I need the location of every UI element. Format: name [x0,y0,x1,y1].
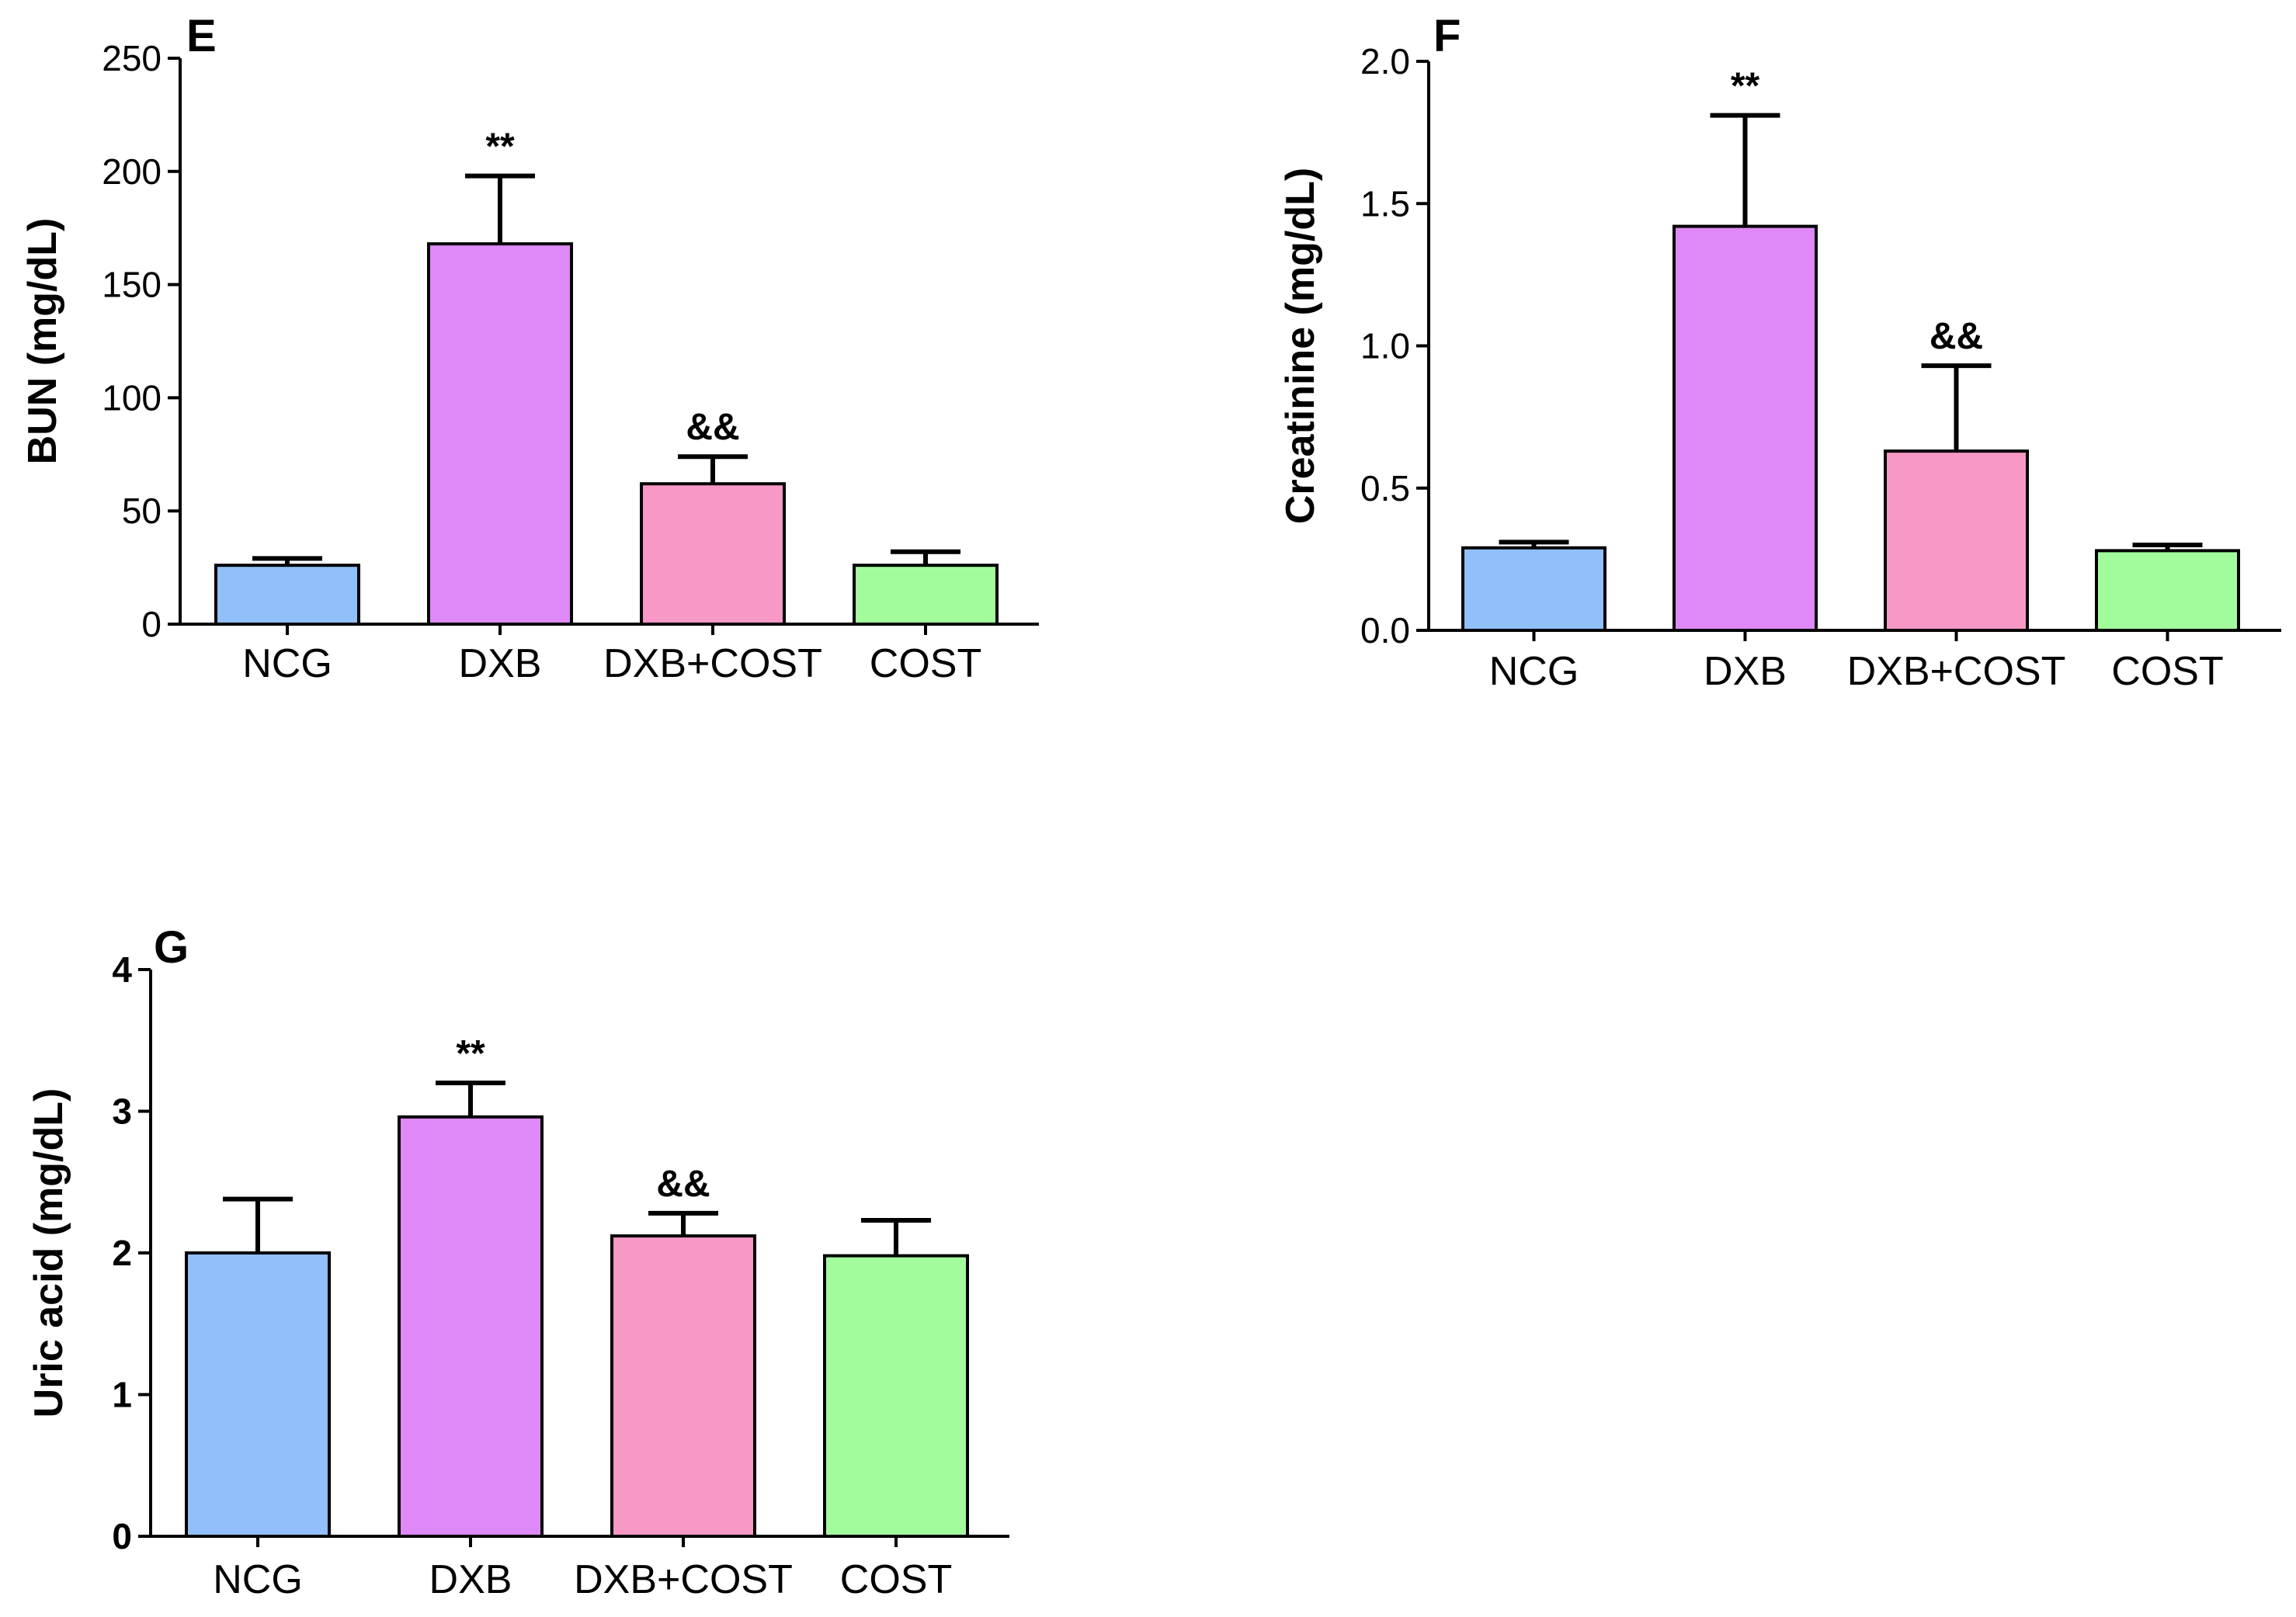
bar-dxb [427,242,573,626]
significance-label: ** [485,127,515,168]
bar-dxb [398,1115,544,1539]
error-bar [2132,543,2203,551]
x-tick-label: COST [870,641,981,686]
y-tick-label: 2 [112,1233,132,1273]
x-tick-label: COST [2111,649,2223,694]
bar-dxb-cost [610,1234,756,1538]
significance-label: && [1930,316,1983,357]
bar-cost [823,1254,969,1539]
x-tick-label: DXB [429,1557,512,1602]
y-tick-label: 150 [102,265,162,305]
y-tick-label: 1 [112,1375,132,1415]
error-bar [223,1196,293,1253]
error-bar [465,173,535,245]
error-bar [678,454,748,484]
bar-dxb-cost [640,482,786,626]
y-axis-label: BUN (mg/dL) [20,218,65,465]
y-tick-label: 0 [112,1516,132,1556]
y-tick-label: 3 [112,1091,132,1132]
y-axis-label: Creatinine (mg/dL) [1278,168,1323,524]
y-tick-label: 250 [102,38,162,78]
y-tick-label: 50 [122,491,162,531]
error-bar [861,1218,931,1256]
panel-g: G Uric acid (mg/dL) NCG ** DXB && DXB+COST COST… [26,922,1009,1602]
bar-dxb [1673,224,1818,632]
y-tick-label: 4 [112,949,132,990]
significance-label: ** [456,1033,485,1074]
significance-label: ** [1731,66,1760,107]
x-tick-label: NCG [213,1557,303,1602]
error-bar [891,549,960,566]
y-tick-label: 0.0 [1360,610,1410,651]
bar-ncg [214,564,360,626]
error-bar [1921,363,1992,452]
error-bar [648,1210,718,1237]
x-tick-label: DXB+COST [574,1557,793,1602]
y-tick-label: 1.0 [1360,326,1410,366]
y-tick-label: 200 [102,151,162,192]
significance-label: && [686,407,739,448]
x-tick-label: DXB+COST [603,641,822,686]
panel-letter: G [154,922,189,973]
y-tick-label: 0.5 [1360,468,1410,508]
x-tick-label: DXB [459,641,542,686]
panel-f: F Creatinine (mg/dL) NCG ** DXB && DXB+COST COS… [1278,11,2281,694]
x-tick-label: DXB [1704,649,1787,694]
y-tick-label: 100 [102,377,162,418]
bar-cost [2095,549,2240,633]
x-tick-label: NCG [242,641,332,686]
bar-dxb-cost [1884,449,2029,632]
bar-ncg [1461,546,1607,633]
panel-e: E BUN (mg/dL) NCG ** DXB && DXB+COST COST 0 50 100… [20,11,1039,686]
significance-label: && [656,1164,710,1205]
bar-ncg [185,1251,331,1538]
bar-cost [853,564,999,626]
y-axis-label: Uric acid (mg/dL) [26,1088,71,1418]
y-tick-label: 0 [141,604,162,644]
x-tick-label: COST [840,1557,952,1602]
error-bar [436,1081,505,1117]
error-bar [1710,113,1780,227]
panel-letter: F [1433,11,1461,61]
panel-letter: E [186,11,217,61]
x-tick-label: NCG [1489,649,1579,694]
x-tick-label: DXB+COST [1847,649,2066,694]
error-bar [252,556,322,566]
error-bar [1499,540,1569,548]
y-tick-label: 1.5 [1360,183,1410,224]
y-tick-label: 2.0 [1360,41,1410,82]
